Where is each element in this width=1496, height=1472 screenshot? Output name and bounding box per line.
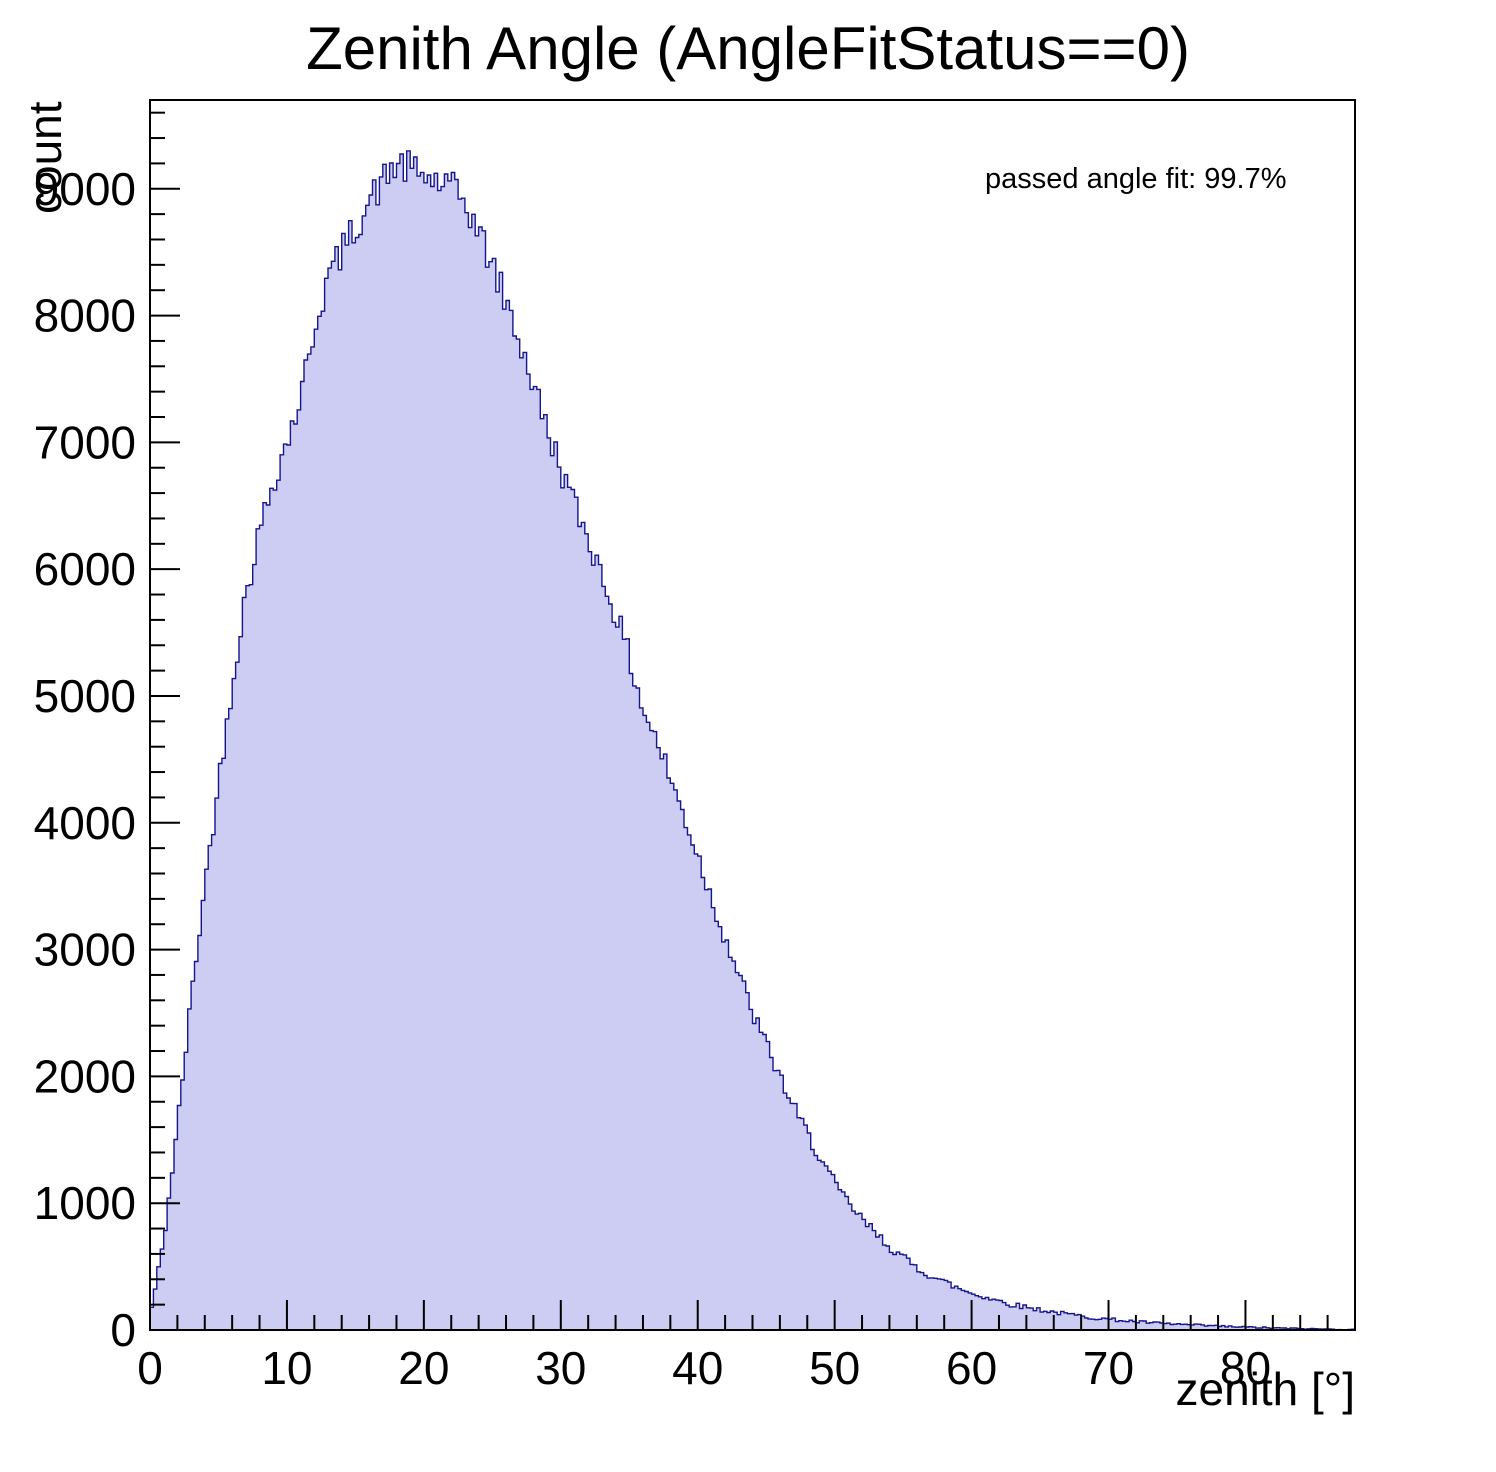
- x-tick-label: 20: [398, 1342, 449, 1394]
- x-axis-ticks: 0 10 20 30 40 50 60 70 80: [137, 1300, 1356, 1394]
- x-tick-label: 70: [1083, 1342, 1134, 1394]
- y-axis-ticks: 0 1000 2000 3000 4000 5000 6000 7000 8000 9000: [34, 111, 180, 1356]
- chart-title: Zenith Angle (AngleFitStatus==0): [306, 15, 1190, 82]
- y-tick-label: 9000: [34, 163, 136, 215]
- y-tick-label: 6000: [34, 543, 136, 595]
- y-tick-label: 7000: [34, 416, 136, 468]
- x-tick-label: 0: [137, 1342, 163, 1394]
- x-tick-label: 40: [672, 1342, 723, 1394]
- x-axis-title: zenith [°]: [1175, 1363, 1356, 1415]
- y-tick-label: 1000: [34, 1177, 136, 1229]
- y-tick-label: 2000: [34, 1050, 136, 1102]
- y-tick-label: 5000: [34, 670, 136, 722]
- x-tick-label: 50: [809, 1342, 860, 1394]
- passed-angle-fit-label: passed angle fit: 99.7%: [985, 163, 1287, 195]
- y-tick-label: 3000: [34, 924, 136, 976]
- y-tick-label: 0: [110, 1304, 136, 1356]
- y-tick-label: 8000: [34, 290, 136, 342]
- x-tick-label: 10: [261, 1342, 312, 1394]
- y-tick-label: 4000: [34, 797, 136, 849]
- histogram-area: [149, 150, 1356, 1331]
- x-tick-label: 80: [1220, 1342, 1271, 1394]
- x-tick-label: 60: [946, 1342, 997, 1394]
- x-tick-label: 30: [535, 1342, 586, 1394]
